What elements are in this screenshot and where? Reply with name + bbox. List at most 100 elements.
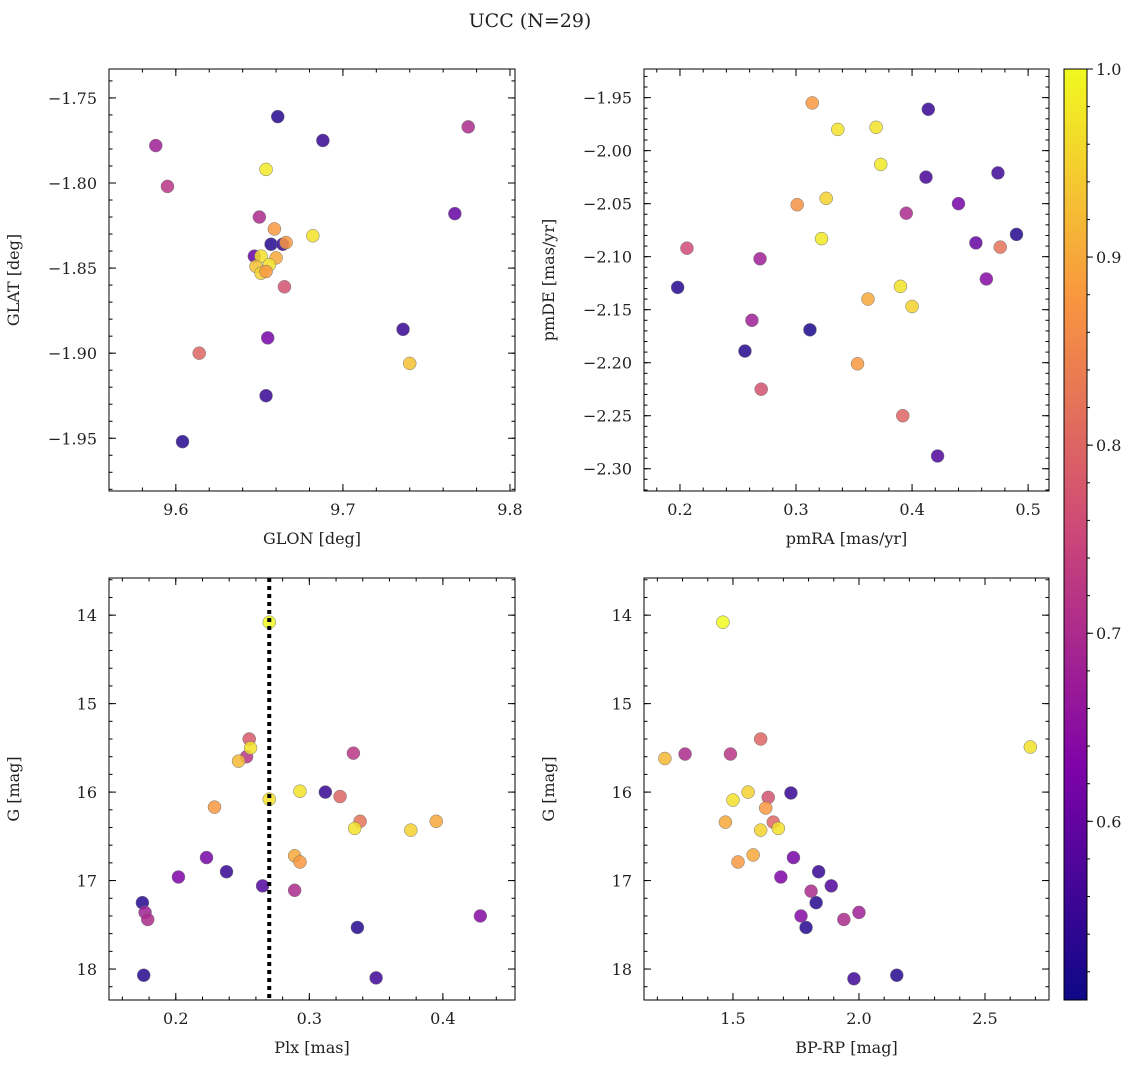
data-point (805, 96, 820, 110)
x-tick-label: 0.3 (297, 1009, 322, 1028)
data-point (267, 222, 282, 236)
data-point (899, 206, 914, 220)
data-point (731, 855, 745, 869)
y-tick-label: −1.90 (48, 344, 97, 363)
data-point (306, 229, 320, 243)
data-point (811, 864, 826, 879)
colorbar-tick-label: 0.7 (1096, 624, 1121, 643)
data-point (861, 292, 875, 306)
figure-title: UCC (N=29) (469, 10, 592, 32)
data-point (1009, 227, 1024, 242)
y-tick-label: −2.00 (583, 142, 632, 161)
data-point (171, 870, 186, 884)
y-tick-label: −1.85 (48, 259, 97, 278)
colorbar-bar (1063, 68, 1088, 1001)
data-point (893, 279, 908, 294)
data-point (738, 344, 752, 358)
data-point (754, 382, 768, 396)
data-point (786, 850, 801, 865)
data-point (1023, 740, 1038, 754)
data-point (175, 434, 190, 449)
y-tick-label: 18 (77, 960, 97, 979)
data-point (850, 357, 865, 371)
x-tick-label: 2.5 (972, 1009, 997, 1028)
data-point (921, 102, 936, 117)
data-point (260, 331, 275, 345)
y-tick-label: −2.30 (583, 460, 632, 479)
subplot-2: 0.2 0.3 0.4 0.5 −2.30 −2.25 −2.20 −2.15 −2.10 −2.… (539, 68, 1050, 548)
axes-frame (108, 577, 516, 1001)
data-point (869, 120, 883, 135)
y-axis-label: G [mag] (539, 756, 558, 821)
data-point (678, 747, 692, 761)
data-point (852, 905, 866, 920)
data-point (404, 823, 418, 837)
y-tick-label: −2.25 (583, 407, 632, 426)
data-point (293, 855, 307, 869)
data-point (259, 264, 273, 279)
data-point (837, 912, 851, 927)
data-point (753, 252, 767, 266)
data-point (264, 237, 278, 252)
data-point (448, 206, 462, 221)
data-point (318, 785, 333, 799)
y-tick-label: −1.80 (48, 174, 97, 193)
data-point (255, 879, 270, 893)
data-point (831, 122, 845, 137)
colorbar-tick-label: 0.8 (1096, 436, 1121, 455)
data-point (716, 615, 730, 629)
data-point (347, 821, 362, 836)
x-axis-label: BP-RP [mag] (795, 1038, 897, 1057)
colorbar-tick-label: 1.0 (1096, 60, 1121, 79)
data-point (753, 823, 768, 837)
x-tick-label: 0.2 (667, 500, 692, 519)
data-point (199, 850, 214, 865)
data-point (207, 800, 222, 814)
axes-frame (108, 68, 516, 492)
y-tick-label: −2.05 (583, 195, 632, 214)
data-point (402, 356, 417, 371)
data-point (774, 870, 788, 884)
subplot-1: 9.6 9.7 9.8 −1.95 −1.90 −1.85 −1.80 −1.75 GLON [… (4, 68, 523, 548)
data-point (919, 170, 933, 184)
data-point (873, 157, 888, 172)
data-point (951, 196, 966, 211)
data-point (192, 346, 206, 360)
data-point (819, 191, 833, 206)
data-point (784, 786, 798, 800)
data-point (369, 971, 383, 985)
y-tick-label: −1.75 (48, 89, 97, 108)
colorbar-tick-label: 0.9 (1096, 248, 1121, 267)
data-point (293, 784, 307, 798)
x-tick-label: 9.6 (163, 500, 188, 519)
x-axis-label: pmRA [mas/yr] (786, 529, 908, 548)
y-tick-label: −1.95 (583, 89, 632, 108)
data-point (473, 909, 488, 923)
x-tick-label: 0.4 (430, 1009, 455, 1028)
data-point (745, 313, 759, 328)
data-point (790, 197, 804, 212)
data-point (316, 133, 330, 148)
x-tick-label: 9.7 (330, 500, 355, 519)
x-tick-label: 2.0 (846, 1009, 871, 1028)
x-tick-label: 9.8 (497, 500, 522, 519)
x-axis-label: GLON [deg] (263, 529, 361, 548)
data-point (231, 754, 246, 768)
y-axis-label: GLAT [deg] (4, 234, 23, 326)
y-tick-label: 17 (77, 872, 97, 891)
colorbar-tick-label: 0.6 (1096, 812, 1121, 831)
data-point (136, 968, 151, 982)
x-tick-label: 1.5 (720, 1009, 745, 1028)
data-point (429, 814, 443, 829)
y-tick-label: −2.10 (583, 248, 632, 267)
data-point (140, 912, 155, 927)
data-point (993, 240, 1008, 254)
axes-frame (643, 68, 1050, 492)
y-tick-label: 14 (612, 606, 632, 625)
y-tick-label: 14 (77, 606, 97, 625)
data-point (803, 323, 817, 337)
data-point (794, 909, 808, 923)
data-point (824, 879, 839, 893)
y-tick-label: 16 (77, 783, 97, 802)
